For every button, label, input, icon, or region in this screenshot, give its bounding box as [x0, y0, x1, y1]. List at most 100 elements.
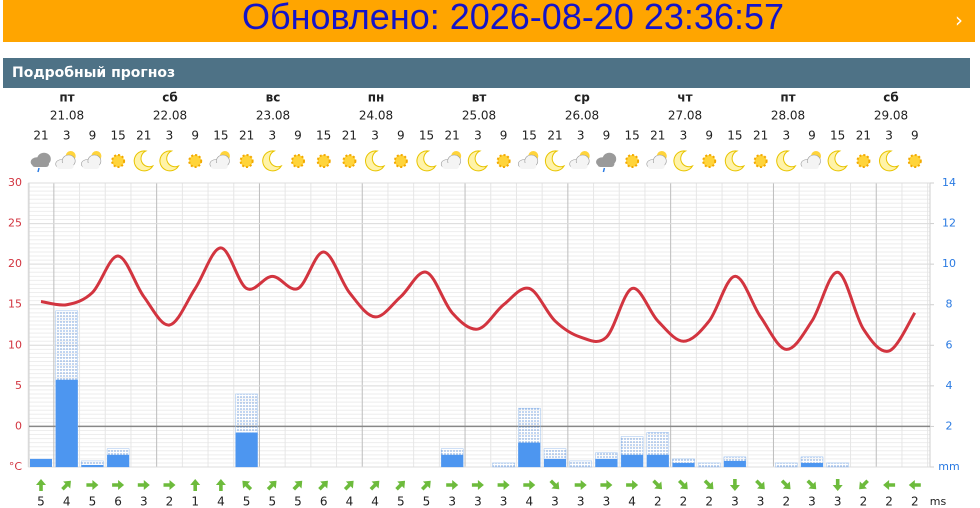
precip-range-bar — [826, 462, 849, 468]
sun — [393, 154, 408, 168]
weather-icon — [907, 154, 922, 168]
arrow-shape — [446, 480, 459, 490]
wind-arrow — [36, 479, 46, 491]
wind-speed: 5 — [268, 495, 276, 508]
sun — [239, 154, 254, 168]
day-date: 25.08 — [462, 109, 496, 123]
precip-bar — [55, 379, 78, 467]
wind-speed: 2 — [166, 495, 174, 508]
hour-label: 21 — [445, 129, 460, 143]
moon — [467, 150, 489, 172]
weather-icon — [239, 154, 254, 168]
weather-icon — [827, 150, 848, 172]
wind-arrow — [190, 479, 201, 491]
wind-arrow — [883, 480, 896, 490]
arrow-shape — [420, 480, 431, 491]
arrow-shape — [600, 480, 613, 490]
y2-tick-label: 14 — [942, 176, 956, 189]
precip-bar — [672, 462, 695, 467]
moon — [544, 150, 566, 172]
wind-arrow — [292, 480, 303, 491]
arrow-shape — [497, 480, 510, 490]
wind-speed: 6 — [320, 495, 328, 508]
hour-label: 3 — [577, 129, 585, 143]
wind-arrow — [523, 480, 536, 490]
arrow-shape — [61, 480, 71, 491]
sun — [753, 154, 768, 168]
cloud-part — [647, 163, 665, 169]
precip-bar — [30, 458, 52, 467]
wind-arrow — [343, 480, 354, 491]
weather-icon — [544, 150, 566, 172]
weather-icon — [440, 151, 462, 169]
sun — [907, 154, 922, 168]
arrow-shape — [112, 480, 125, 490]
arrow-shape — [755, 479, 765, 490]
weather-icon — [81, 151, 102, 169]
hour-label: 21 — [650, 129, 665, 143]
wind-speed: 4 — [628, 495, 636, 508]
cloud-part — [442, 163, 460, 169]
hour-label: 3 — [166, 129, 174, 143]
hour-label: 21 — [136, 129, 151, 143]
moon — [365, 150, 386, 172]
y-tick-label: 0 — [15, 419, 22, 432]
hour-label: 21 — [33, 129, 48, 143]
day-date: 28.08 — [771, 109, 805, 123]
hour-label: 15 — [419, 129, 434, 143]
sun — [496, 154, 511, 168]
arrow-shape — [318, 480, 328, 491]
arrow-shape — [677, 479, 688, 490]
arrow-shape — [703, 479, 714, 490]
arrow-shape — [36, 479, 46, 491]
moon — [673, 150, 694, 172]
arrow-shape — [395, 480, 406, 491]
weather-icon — [800, 151, 821, 169]
hour-label: 3 — [885, 129, 893, 143]
wind-arrow — [266, 480, 277, 491]
sun — [856, 154, 871, 168]
wind-arrow — [137, 480, 150, 490]
day-date: 21.08 — [50, 109, 84, 123]
weather-icon — [646, 151, 667, 169]
update-banner[interactable]: Обновлено: 2026-08-20 23:36:57 › — [3, 0, 975, 42]
arrow-shape — [780, 479, 791, 490]
wind-arrow — [806, 479, 817, 490]
wind-arrow — [446, 480, 459, 490]
hour-label: 9 — [89, 129, 97, 143]
hour-label: 15 — [213, 129, 228, 143]
wind-arrow — [242, 480, 253, 491]
day-date: 23.08 — [256, 109, 290, 123]
wind-speed: 3 — [577, 495, 585, 508]
wind-arrow — [61, 480, 71, 491]
wind-speed: 4 — [371, 495, 379, 508]
day-date: 26.08 — [565, 109, 599, 123]
hour-label: 9 — [191, 129, 199, 143]
banner-arrow[interactable]: › — [955, 8, 963, 32]
wind-arrow — [318, 480, 328, 491]
cloud-part — [56, 163, 74, 169]
y2-tick-label: 12 — [942, 217, 956, 230]
moon — [776, 150, 797, 172]
precip-bar — [595, 458, 618, 467]
cloud-part — [519, 163, 537, 169]
wind-speed: 2 — [885, 495, 893, 508]
wind-arrow — [703, 479, 714, 490]
hour-label: 21 — [856, 129, 871, 143]
wind-arrow — [908, 480, 921, 490]
wind-speed: 3 — [140, 495, 148, 508]
precip-range-bar — [569, 460, 592, 468]
wind-arrow — [652, 479, 663, 490]
y2-tick-label: 4 — [946, 379, 953, 392]
sun — [702, 154, 717, 168]
cloud-part — [32, 161, 49, 167]
moon — [724, 150, 746, 172]
day-name: пт — [59, 91, 74, 105]
wind-speed: 2 — [782, 495, 790, 508]
wind-speed: 5 — [37, 495, 45, 508]
day-date: 22.08 — [153, 109, 187, 123]
cloud-part — [570, 163, 588, 169]
arrow-shape — [190, 479, 201, 491]
weather-icon — [365, 150, 386, 172]
